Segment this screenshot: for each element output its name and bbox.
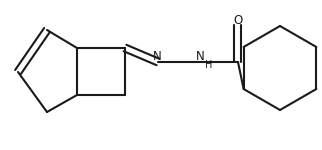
Text: O: O — [233, 14, 242, 27]
Text: N: N — [153, 51, 161, 63]
Text: H: H — [205, 60, 213, 70]
Text: N: N — [196, 51, 204, 63]
